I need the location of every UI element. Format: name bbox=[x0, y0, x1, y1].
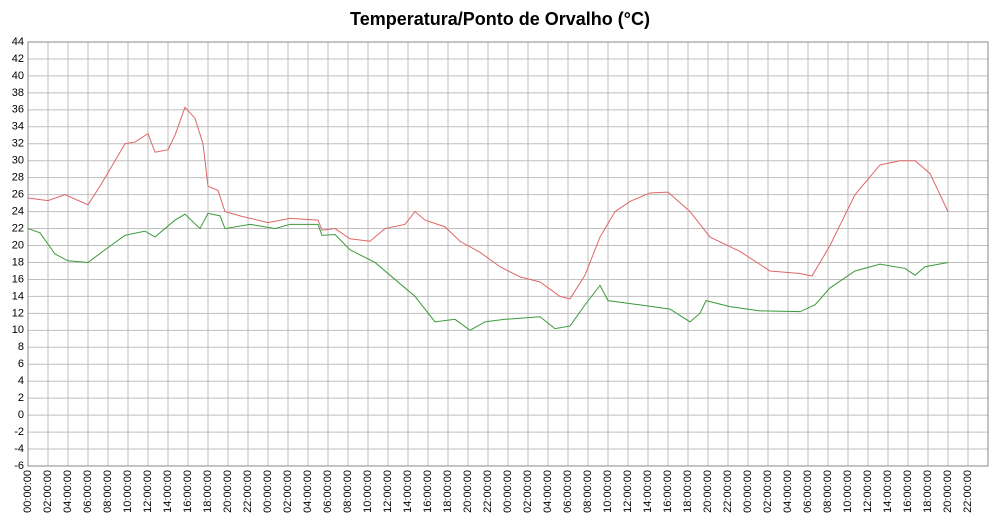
x-tick-label: 22:00:00 bbox=[722, 470, 734, 513]
x-tick-label: 20:00:00 bbox=[222, 470, 234, 513]
x-tick-label: 10:00:00 bbox=[842, 470, 854, 513]
y-tick-label: -4 bbox=[14, 443, 24, 455]
x-tick-label: 04:00:00 bbox=[62, 470, 74, 513]
plot-border bbox=[27, 41, 989, 467]
y-tick-label: 26 bbox=[12, 189, 24, 201]
x-tick-label: 16:00:00 bbox=[422, 470, 434, 513]
y-tick-label: 4 bbox=[18, 375, 24, 387]
x-tick-label: 12:00:00 bbox=[142, 470, 154, 513]
x-tick-label: 02:00:00 bbox=[42, 470, 54, 513]
x-tick-label: 02:00:00 bbox=[762, 470, 774, 513]
x-tick-label: 18:00:00 bbox=[202, 470, 214, 513]
y-tick-label: 0 bbox=[18, 409, 24, 421]
x-tick-label: 06:00:00 bbox=[562, 470, 574, 513]
x-tick-label: 20:00:00 bbox=[702, 470, 714, 513]
y-tick-label: 14 bbox=[12, 290, 24, 302]
x-tick-label: 08:00:00 bbox=[102, 470, 114, 513]
y-tick-label: 44 bbox=[12, 36, 24, 48]
y-tick-label: 18 bbox=[12, 256, 24, 268]
x-tick-label: 02:00:00 bbox=[522, 470, 534, 513]
x-tick-label: 22:00:00 bbox=[482, 470, 494, 513]
x-tick-label: 14:00:00 bbox=[882, 470, 894, 513]
y-tick-label: 34 bbox=[12, 121, 24, 133]
x-tick-label: 14:00:00 bbox=[402, 470, 414, 513]
x-tick-label: 18:00:00 bbox=[922, 470, 934, 513]
x-tick-label: 04:00:00 bbox=[782, 470, 794, 513]
x-tick-label: 00:00:00 bbox=[742, 470, 754, 513]
x-tick-label: 14:00:00 bbox=[162, 470, 174, 513]
y-tick-label: 8 bbox=[18, 341, 24, 353]
y-tick-label: 40 bbox=[12, 70, 24, 82]
x-tick-label: 22:00:00 bbox=[242, 470, 254, 513]
x-tick-label: 18:00:00 bbox=[682, 470, 694, 513]
series-line bbox=[27, 212, 949, 331]
x-tick-label: 10:00:00 bbox=[362, 470, 374, 513]
y-tick-label: 10 bbox=[12, 324, 24, 336]
x-tick-label: 16:00:00 bbox=[662, 470, 674, 513]
y-tick-label: 38 bbox=[12, 87, 24, 99]
y-tick-label: -2 bbox=[14, 426, 24, 438]
x-tick-label: 16:00:00 bbox=[182, 470, 194, 513]
x-tick-label: 04:00:00 bbox=[542, 470, 554, 513]
x-tick-label: 06:00:00 bbox=[802, 470, 814, 513]
x-tick-label: 18:00:00 bbox=[442, 470, 454, 513]
y-tick-label: 6 bbox=[18, 358, 24, 370]
x-tick-label: 16:00:00 bbox=[902, 470, 914, 513]
y-tick-label: 36 bbox=[12, 104, 24, 116]
x-tick-label: 14:00:00 bbox=[642, 470, 654, 513]
series-line bbox=[27, 106, 949, 300]
x-tick-label: 22:00:00 bbox=[962, 470, 974, 513]
x-tick-label: 10:00:00 bbox=[602, 470, 614, 513]
y-tick-label: 28 bbox=[12, 172, 24, 184]
y-tick-label: 2 bbox=[18, 392, 24, 404]
x-tick-label: 12:00:00 bbox=[382, 470, 394, 513]
y-tick-label: 32 bbox=[12, 138, 24, 150]
x-tick-label: 02:00:00 bbox=[282, 470, 294, 513]
y-tick-label: 42 bbox=[12, 53, 24, 65]
y-tick-label: 24 bbox=[12, 206, 24, 218]
x-tick-label: 12:00:00 bbox=[622, 470, 634, 513]
x-tick-label: 06:00:00 bbox=[82, 470, 94, 513]
x-tick-label: 12:00:00 bbox=[862, 470, 874, 513]
x-tick-label: 04:00:00 bbox=[302, 470, 314, 513]
y-tick-label: 16 bbox=[12, 273, 24, 285]
x-tick-label: 00:00:00 bbox=[502, 470, 514, 513]
x-tick-label: 08:00:00 bbox=[342, 470, 354, 513]
x-tick-label: 00:00:00 bbox=[22, 470, 34, 513]
x-tick-label: 08:00:00 bbox=[582, 470, 594, 513]
x-tick-label: 08:00:00 bbox=[822, 470, 834, 513]
y-tick-label: 20 bbox=[12, 239, 24, 251]
x-tick-label: 06:00:00 bbox=[322, 470, 334, 513]
y-tick-label: -6 bbox=[14, 460, 24, 472]
y-tick-label: 22 bbox=[12, 222, 24, 234]
x-tick-label: 20:00:00 bbox=[942, 470, 954, 513]
y-tick-label: 12 bbox=[12, 307, 24, 319]
x-tick-label: 10:00:00 bbox=[122, 470, 134, 513]
x-tick-label: 20:00:00 bbox=[462, 470, 474, 513]
x-tick-label: 00:00:00 bbox=[262, 470, 274, 513]
y-tick-label: 30 bbox=[12, 155, 24, 167]
chart-title: Temperatura/Ponto de Orvalho (°C) bbox=[350, 9, 650, 29]
